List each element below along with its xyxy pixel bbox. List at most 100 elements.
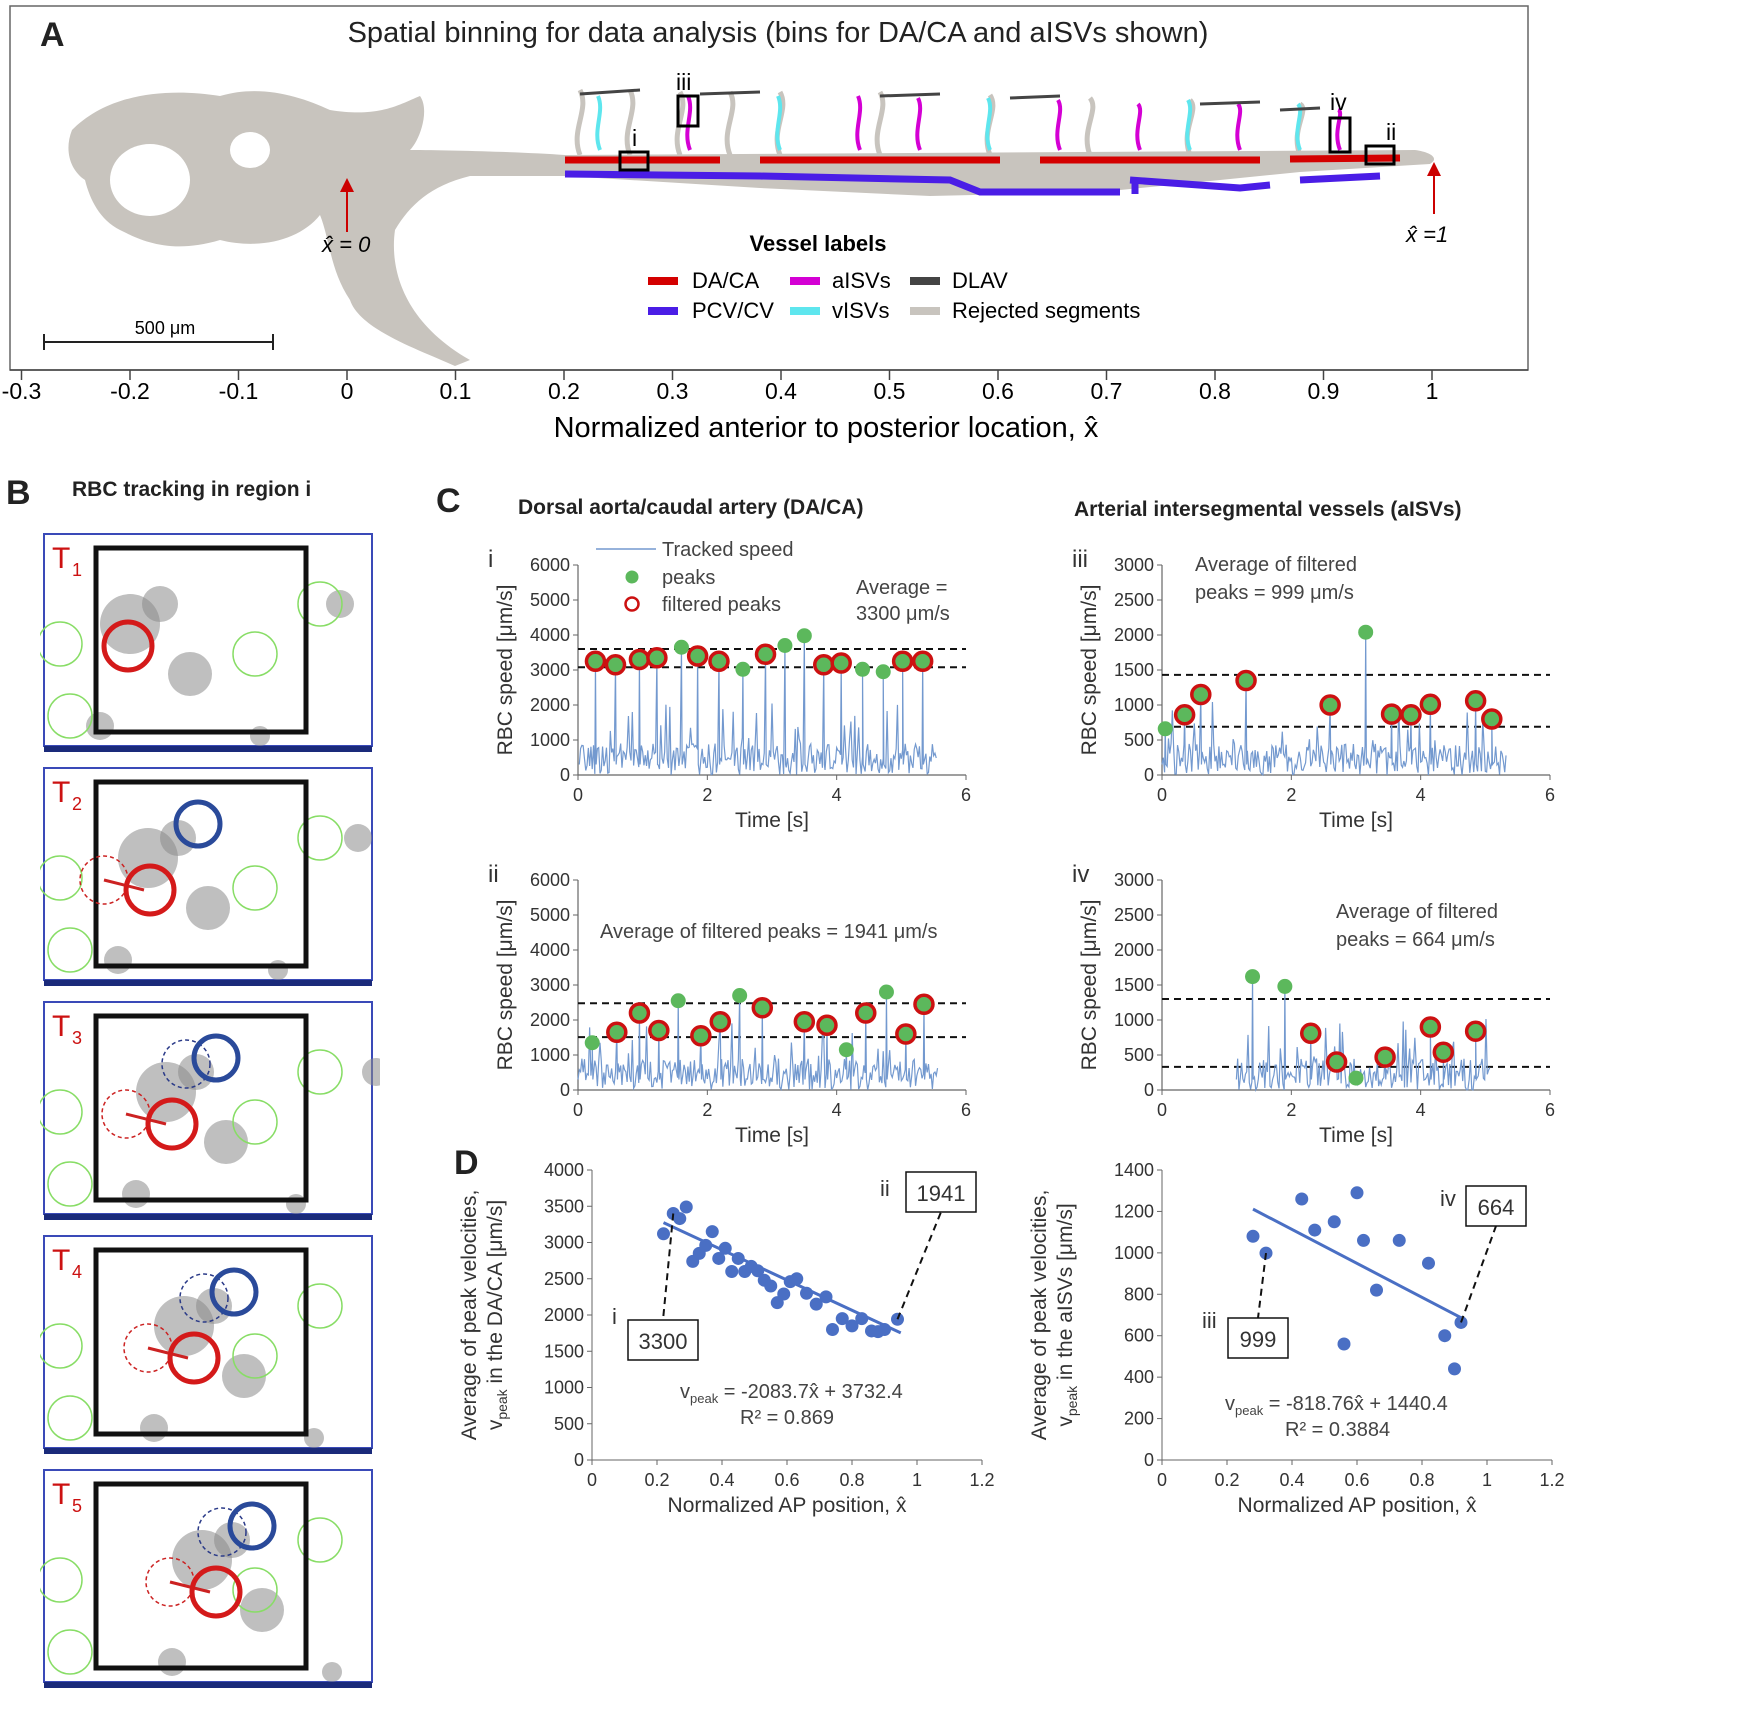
chart-c-ii: 0 1000 2000 3000 4000 5000 6000 0 2 4 6 Time [s] RBC… bbox=[488, 861, 971, 1147]
region-label-ii: ii bbox=[1386, 119, 1396, 145]
subpanel-label: ii bbox=[488, 861, 499, 888]
panel-a-title: Spatial binning for data analysis (bins … bbox=[348, 17, 1209, 49]
vpeak-subscript: peak bbox=[1064, 1385, 1080, 1416]
candidate-circle bbox=[297, 1049, 343, 1095]
callout-leader bbox=[896, 1211, 942, 1320]
x-tick-label: 6 bbox=[961, 1100, 971, 1120]
candidate-circle bbox=[297, 1517, 343, 1563]
scatter-point bbox=[712, 1251, 726, 1265]
panel-b-frames: T 1T 2T 3T 4T 5 bbox=[40, 533, 380, 1688]
panel-a-tick-label: 0 bbox=[341, 378, 354, 404]
y-tick-label: 4000 bbox=[530, 625, 570, 645]
y-tick-label: 2000 bbox=[530, 1010, 570, 1030]
peak-marker bbox=[1157, 721, 1173, 737]
x-tick-label: 2 bbox=[1286, 785, 1296, 805]
filtered-peak-marker bbox=[708, 650, 730, 672]
cell-blob bbox=[222, 1354, 266, 1398]
candidate-circle bbox=[47, 693, 93, 739]
peak-marker bbox=[838, 1042, 854, 1058]
cell-blob bbox=[140, 1414, 168, 1442]
y-tick-label: 4000 bbox=[530, 940, 570, 960]
peak-marker bbox=[1177, 707, 1193, 723]
frame-label-subscript: 1 bbox=[72, 560, 82, 580]
tracked-cell-blue bbox=[227, 1501, 277, 1551]
filtered-peak-marker bbox=[1190, 683, 1212, 706]
tracked-cell-blue bbox=[191, 1033, 241, 1083]
candidate-circle bbox=[47, 927, 93, 973]
cell-blob bbox=[362, 1058, 380, 1086]
fit-r-squared: R² = 0.869 bbox=[740, 1407, 834, 1429]
cell-blob bbox=[142, 586, 178, 622]
x-tick-label: 0 bbox=[573, 785, 583, 805]
chart-annotation: Average = bbox=[856, 577, 947, 599]
peak-marker bbox=[1384, 706, 1400, 722]
panel-letter-c: C bbox=[436, 482, 461, 520]
y-axis-label-line2: vpeak in the DA/CA [μm/s] bbox=[484, 1200, 510, 1430]
panel-c-right-title: Arterial intersegmental vessels (aISVs) bbox=[1074, 498, 1462, 521]
filtered-peak-marker bbox=[584, 650, 607, 672]
y-axis-label: RBC speed [μm/s] bbox=[494, 585, 517, 756]
filtered-peak-marker bbox=[1481, 708, 1503, 730]
candidate-circle bbox=[297, 1283, 343, 1329]
y-tick-label: 2000 bbox=[1114, 940, 1154, 960]
y-tick-label: 1500 bbox=[544, 1341, 584, 1361]
peak-marker bbox=[1329, 1054, 1345, 1070]
filtered-peak-marker bbox=[646, 647, 668, 669]
pcv-cv-segments bbox=[564, 170, 1381, 196]
peak-marker bbox=[878, 984, 894, 1000]
peak-marker bbox=[587, 653, 603, 669]
legend-peak-swatch bbox=[625, 570, 639, 584]
panel-a-tick-label: 0.2 bbox=[548, 378, 580, 404]
x-tick-label: 2 bbox=[702, 1100, 712, 1120]
peak-marker bbox=[816, 657, 832, 673]
filtered-peak-marker bbox=[891, 650, 914, 672]
peak-marker bbox=[855, 661, 871, 677]
frame-label: T bbox=[52, 542, 70, 575]
peak-marker bbox=[631, 652, 647, 667]
legend-swatch-aisvs bbox=[790, 277, 820, 285]
panel-letter-b: B bbox=[6, 474, 31, 512]
x-tick-label: 0.6 bbox=[774, 1470, 799, 1490]
peak-marker bbox=[1484, 711, 1500, 727]
filtered-peak-marker bbox=[1374, 1046, 1396, 1068]
region-box-ii bbox=[1364, 144, 1396, 166]
x-tick-label: 0 bbox=[587, 1470, 597, 1490]
x-tick-label: 4 bbox=[832, 785, 842, 805]
y-tick-label: 2500 bbox=[1114, 905, 1154, 925]
y-tick-label: 3000 bbox=[544, 1233, 584, 1253]
y-tick-label: 500 bbox=[554, 1414, 584, 1434]
peak-marker bbox=[1277, 978, 1293, 994]
panel-a-tick-label: -0.2 bbox=[110, 378, 150, 404]
y-tick-label: 600 bbox=[1124, 1326, 1154, 1346]
y-tick-label: 1200 bbox=[1114, 1201, 1154, 1221]
y-tick-label: 1400 bbox=[1114, 1160, 1154, 1180]
legend-swatch-pcv-cv bbox=[648, 307, 678, 315]
region-box-iii bbox=[676, 94, 700, 128]
tracked-speed-line bbox=[1235, 976, 1491, 1093]
legend-filtered-swatch bbox=[624, 596, 640, 612]
y-axis-label: RBC speed [μm/s] bbox=[1078, 900, 1101, 1071]
scatter-point bbox=[764, 1279, 778, 1293]
frame-label-subscript: 5 bbox=[72, 1496, 82, 1516]
candidate-circle bbox=[47, 1395, 93, 1441]
y-axis-label-rest: in the aISVs [μm/s] bbox=[1054, 1203, 1077, 1386]
chart-annotation: Average of filtered bbox=[1336, 901, 1498, 923]
peak-marker bbox=[584, 1035, 600, 1051]
tracked-speed-line bbox=[578, 635, 937, 776]
legend-label-da-ca: DA/CA bbox=[692, 268, 760, 293]
subpanel-label: iii bbox=[1072, 546, 1088, 573]
x-tick-label: 1 bbox=[912, 1470, 922, 1490]
y-tick-label: 5000 bbox=[530, 905, 570, 925]
fit-equation: vpeak = -2083.7x̂ + 3732.4 bbox=[680, 1381, 903, 1406]
candidate-circle bbox=[40, 621, 83, 667]
peak-marker bbox=[1468, 693, 1484, 709]
y-tick-label: 1000 bbox=[530, 730, 570, 750]
y-tick-label: 1000 bbox=[1114, 1243, 1154, 1263]
roi-box bbox=[93, 1013, 309, 1203]
x-tick-label: 4 bbox=[1416, 1100, 1426, 1120]
scatter-point bbox=[751, 1264, 765, 1278]
peak-marker bbox=[1435, 1044, 1451, 1060]
legend-line-label: Tracked speed bbox=[662, 539, 794, 561]
